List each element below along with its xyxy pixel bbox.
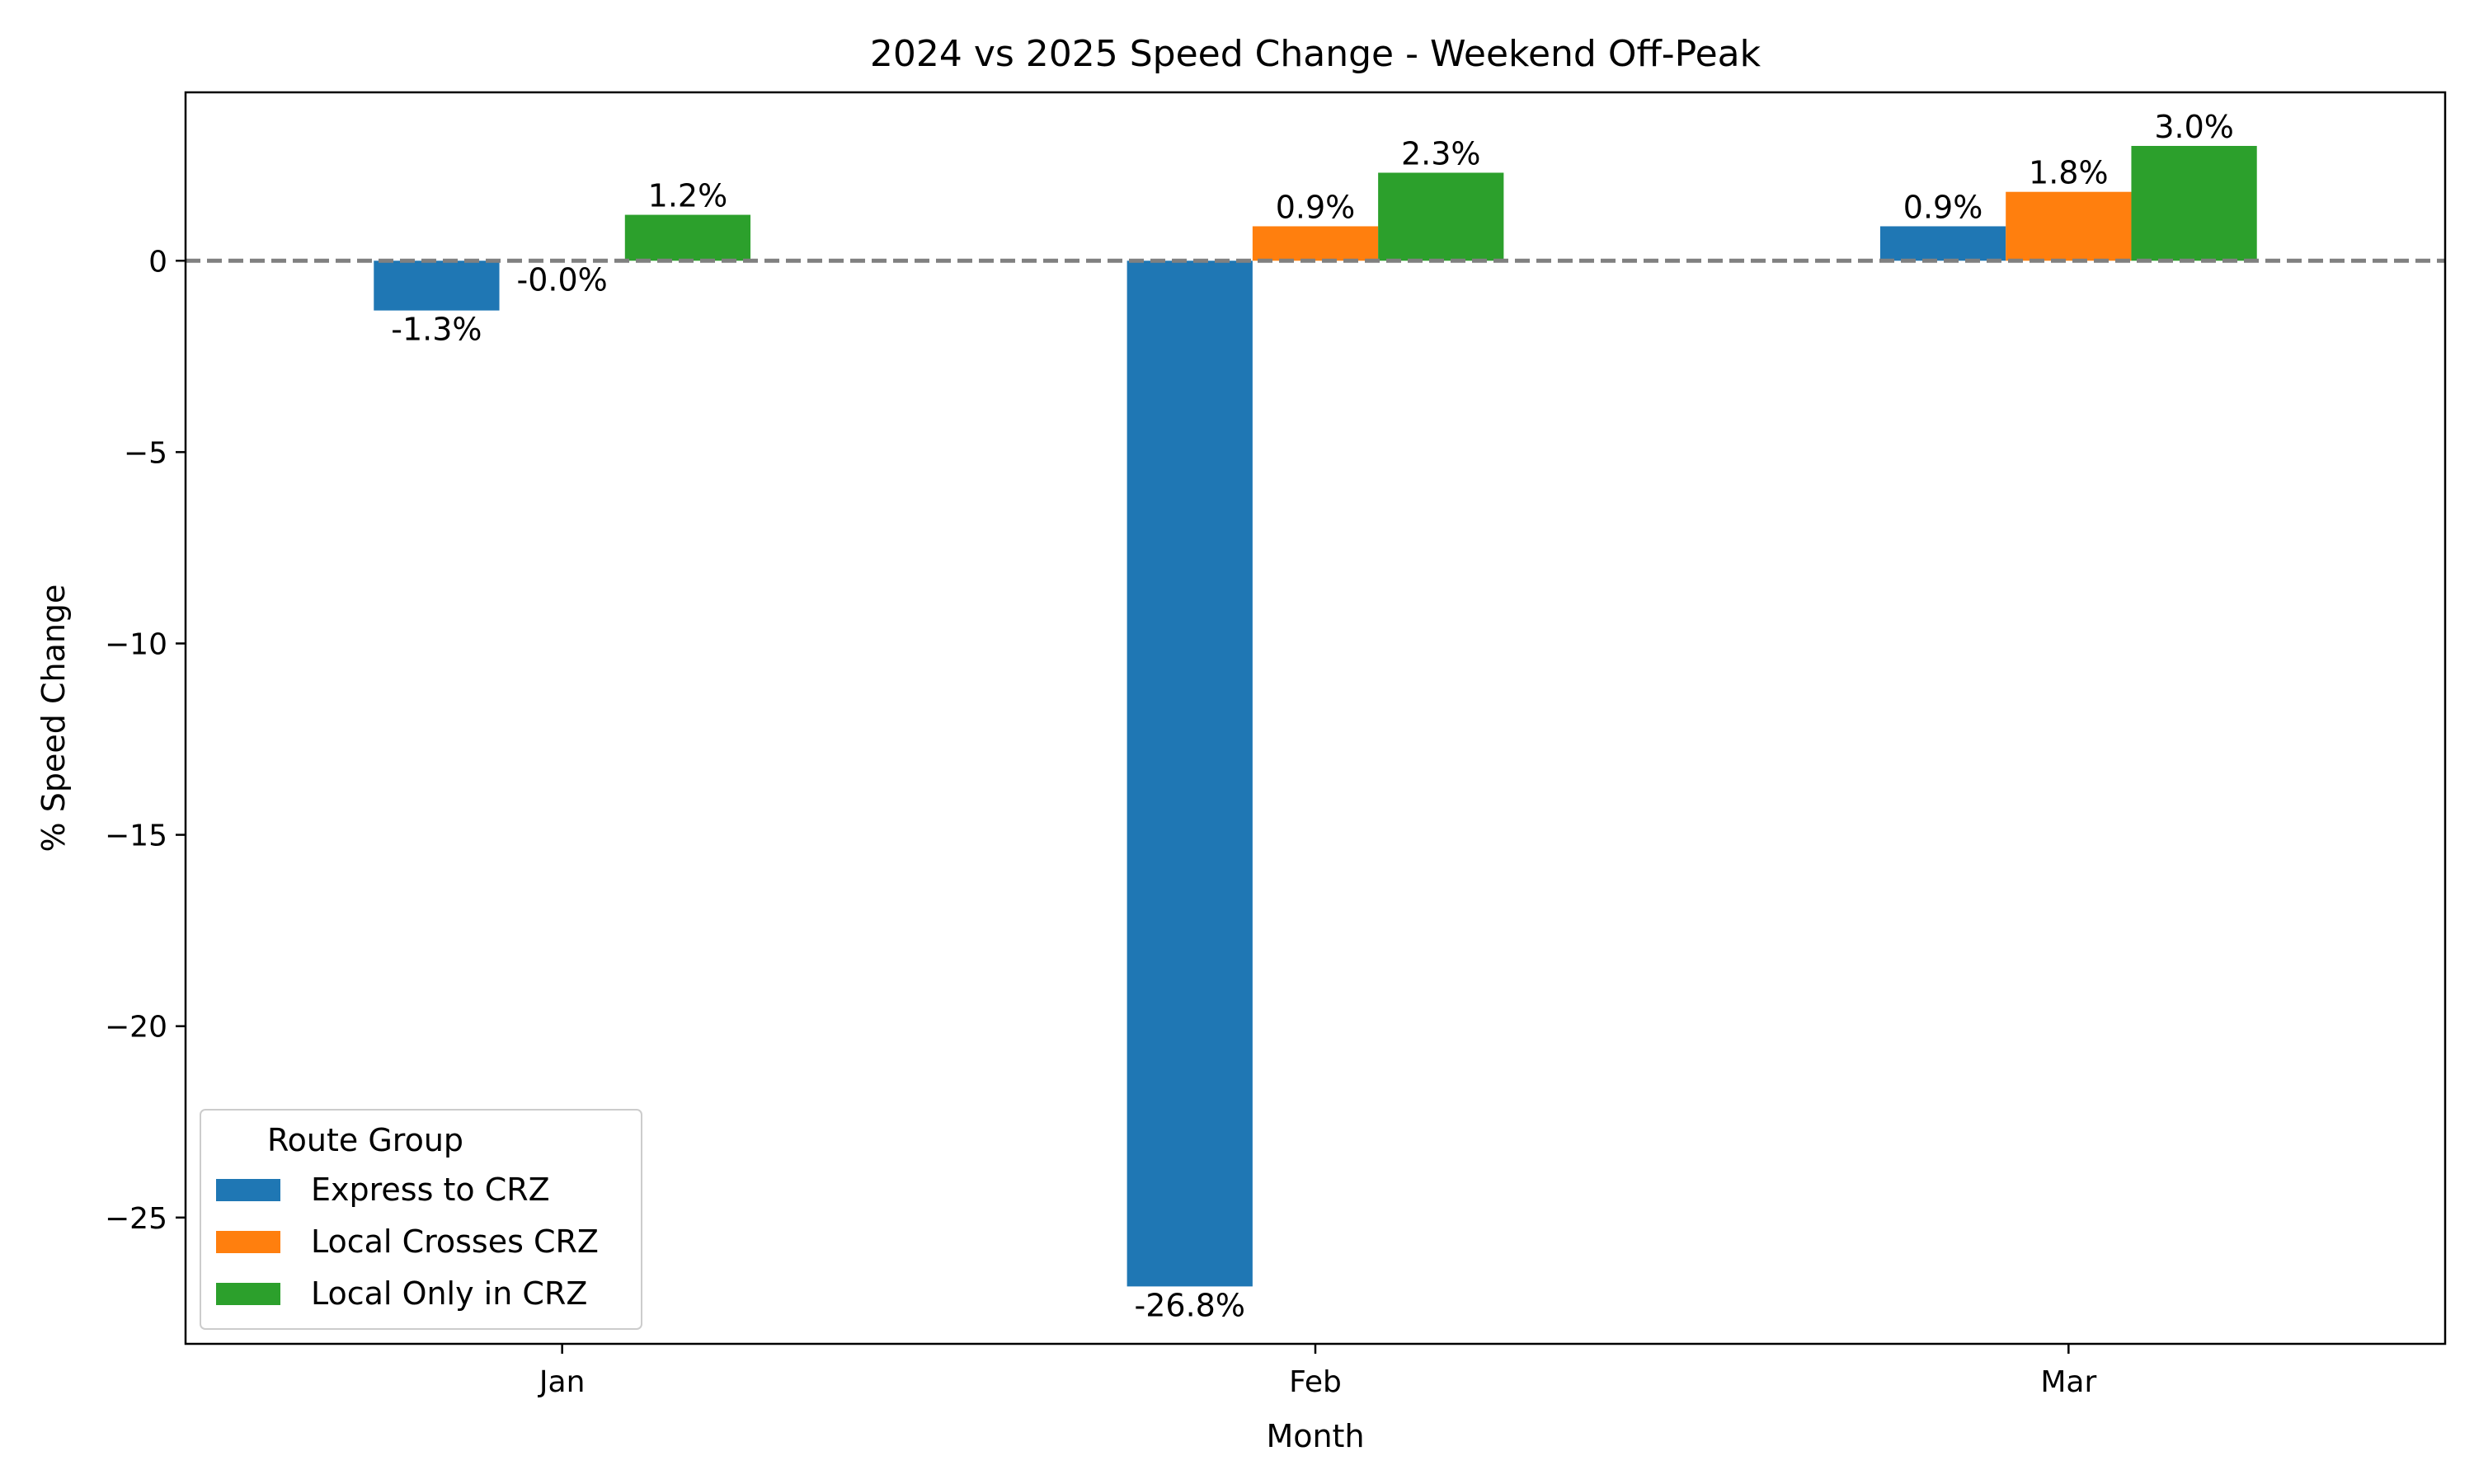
legend: Route Group Express to CRZ Local Crosses C… <box>200 1109 642 1330</box>
bar-jan-series-2 <box>624 214 751 261</box>
legend-box <box>200 1109 642 1330</box>
legend-title: Route Group <box>267 1122 463 1158</box>
bar-feb-series-2 <box>1378 172 1504 261</box>
bar-mar-series-1 <box>2006 191 2132 261</box>
bar-label: 3.0% <box>2154 109 2234 145</box>
y-tick-label: −20 <box>105 1011 167 1045</box>
y-tick-label: −5 <box>124 436 167 470</box>
legend-entry: Local Only in CRZ <box>311 1275 587 1312</box>
bar-label: 2.3% <box>1401 135 1481 171</box>
y-tick-label: 0 <box>148 245 167 279</box>
legend-swatch <box>216 1283 280 1305</box>
bar-label: 1.2% <box>648 178 728 214</box>
bar-feb-series-1 <box>1252 226 1379 261</box>
x-axis-label: Month <box>1266 1418 1364 1454</box>
x-tick-label: Feb <box>1289 1365 1342 1399</box>
bar-mar-series-2 <box>2131 145 2257 261</box>
x-tick-label: Jan <box>538 1365 586 1399</box>
y-tick-label: −25 <box>105 1202 167 1236</box>
bar-label: -1.3% <box>391 312 482 348</box>
plot-area: -1.3% -26.8% 0.9% -0.0% 0.9% 1.8% 1.2% 2.3% 3.0% <box>186 109 2445 1323</box>
bar-jan-series-0 <box>374 261 500 311</box>
y-axis-label: % Speed Change <box>35 585 72 852</box>
x-axis: Jan Feb Mar <box>538 1344 2096 1399</box>
bar-label: 0.9% <box>1276 189 1356 225</box>
bar-label: -26.8% <box>1135 1287 1245 1323</box>
bar-mar-series-0 <box>1879 226 2006 261</box>
y-tick-label: −15 <box>105 819 167 853</box>
bar-label: 0.9% <box>1903 189 1983 225</box>
legend-swatch <box>216 1179 280 1201</box>
bar-feb-series-0 <box>1126 261 1253 1287</box>
y-tick-label: −10 <box>105 627 167 661</box>
bar-label: 1.8% <box>2029 155 2109 191</box>
bar-label: -0.0% <box>517 261 608 298</box>
chart-title: 2024 vs 2025 Speed Change - Weekend Off-… <box>870 33 1761 75</box>
x-tick-label: Mar <box>2040 1365 2096 1399</box>
legend-entry: Local Crosses CRZ <box>311 1223 599 1260</box>
y-axis: 0 −5 −10 −15 −20 −25 <box>105 245 186 1236</box>
legend-entry: Express to CRZ <box>311 1172 550 1208</box>
legend-swatch <box>216 1231 280 1253</box>
